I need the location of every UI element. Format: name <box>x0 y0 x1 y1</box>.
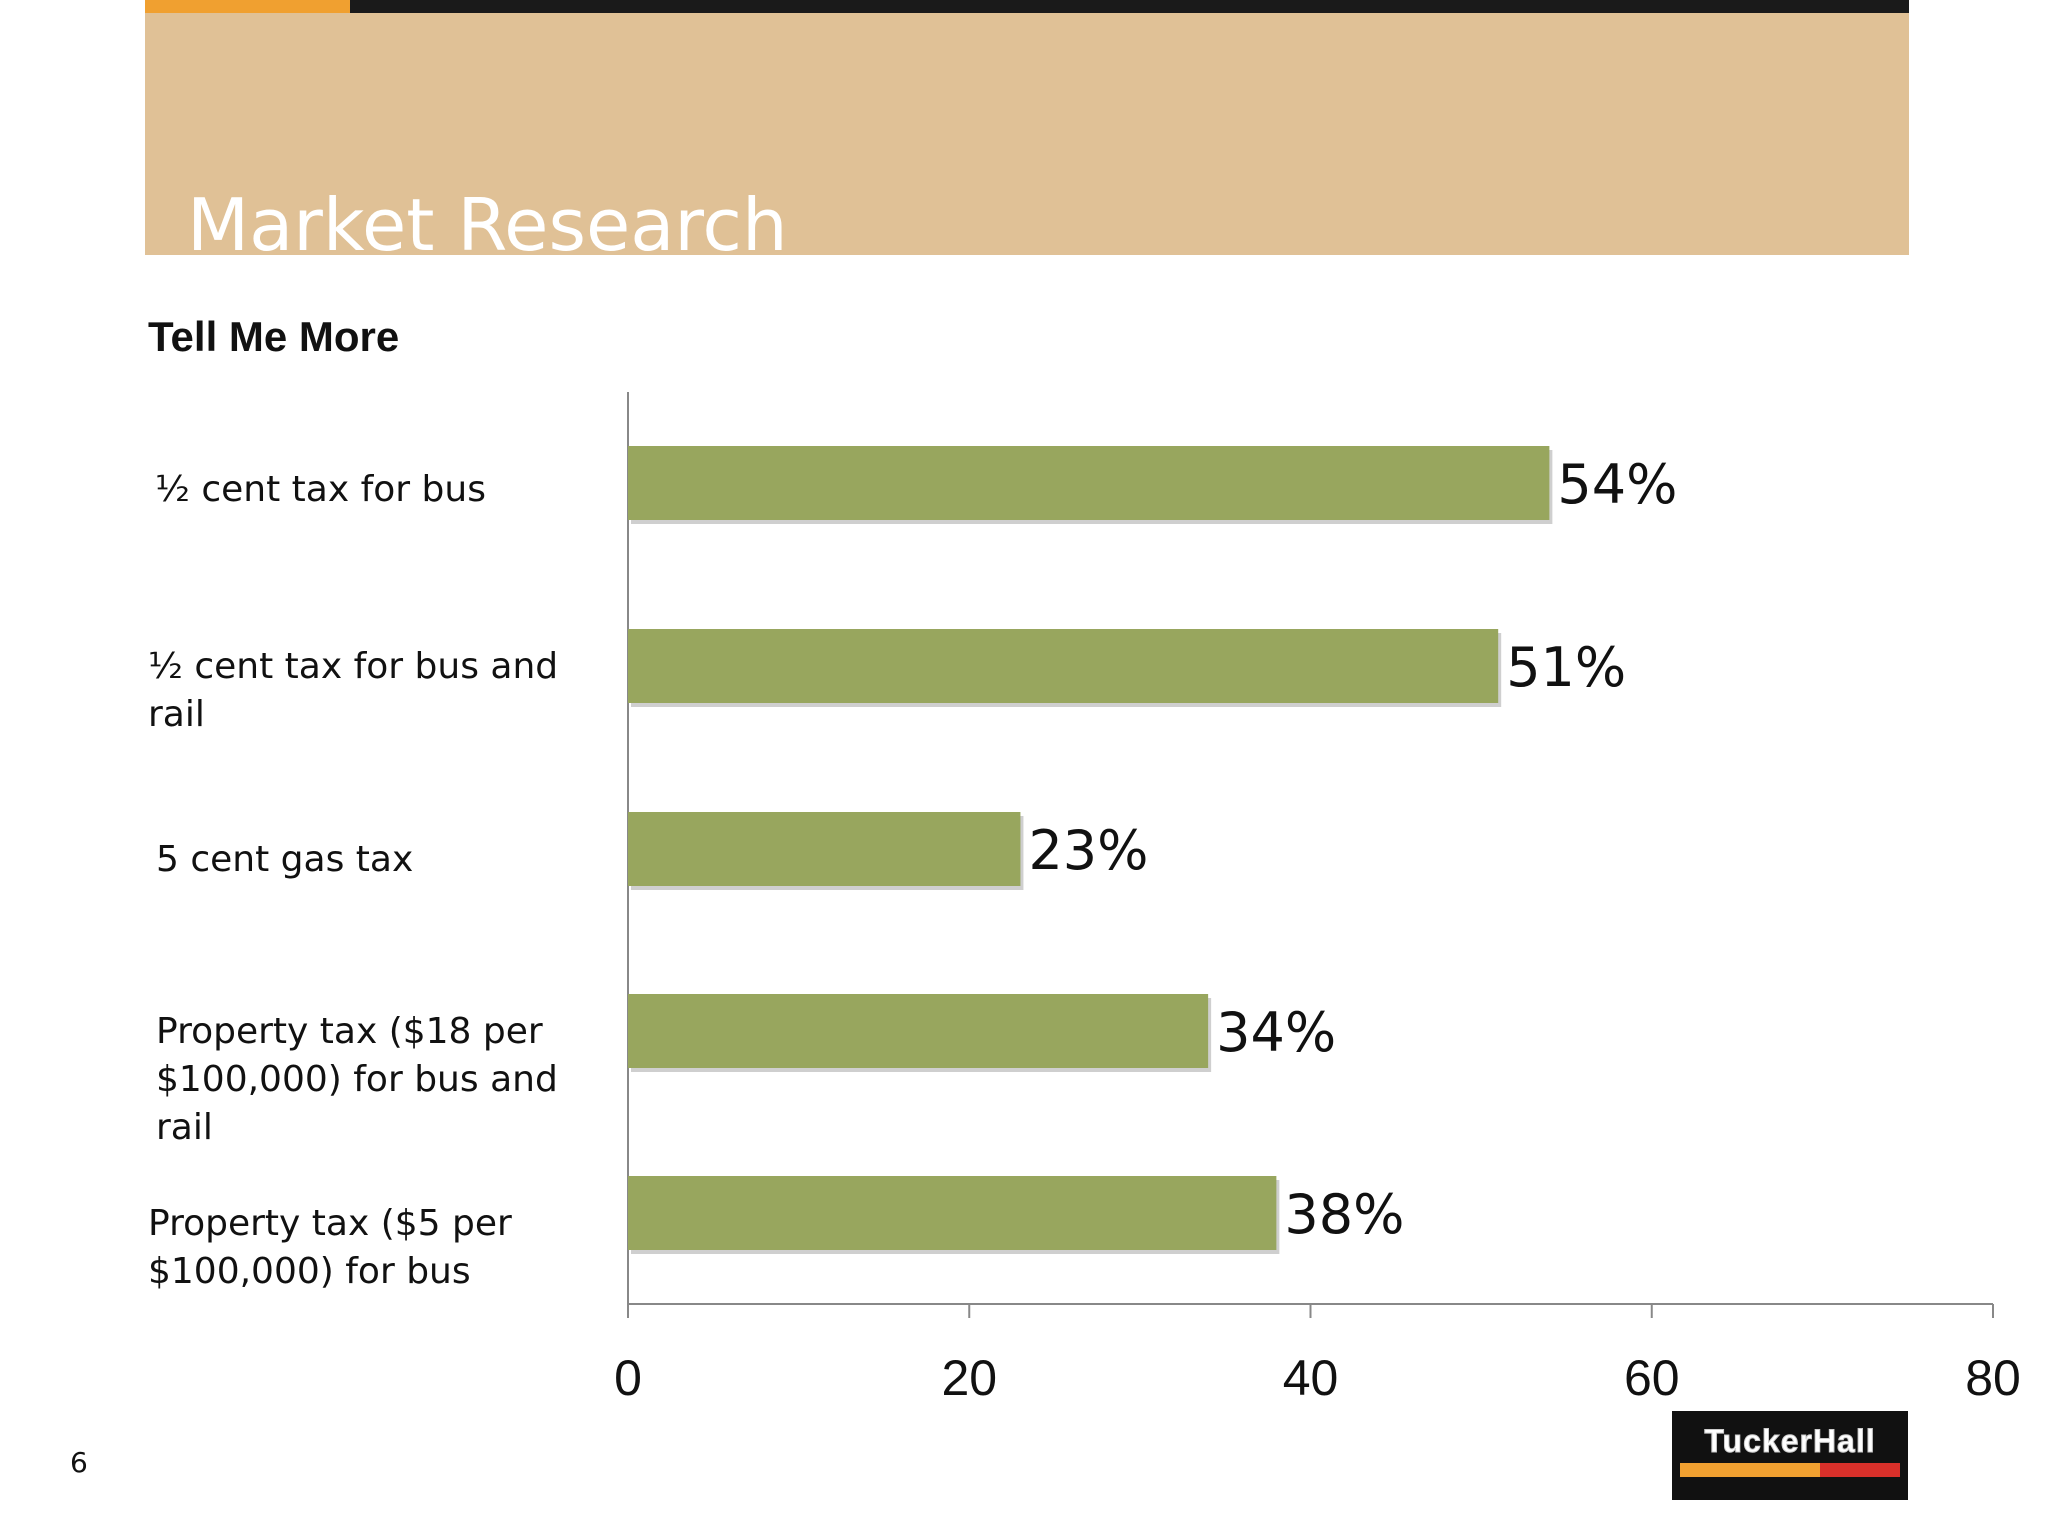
bar <box>628 812 1021 886</box>
x-tick-label: 40 <box>1283 1350 1339 1406</box>
data-label: 54% <box>1557 453 1677 516</box>
page-number: 6 <box>70 1446 88 1479</box>
logo-stripe-red <box>1820 1463 1900 1477</box>
data-label: 38% <box>1284 1183 1404 1246</box>
category-label: Property tax ($5 per $100,000) for bus <box>148 1203 512 1292</box>
data-label: 34% <box>1216 1001 1336 1064</box>
x-tick-label: 20 <box>941 1350 997 1406</box>
x-tick-label: 80 <box>1965 1350 2021 1406</box>
data-label: 51% <box>1506 636 1626 699</box>
category-label: ½ cent tax for bus and rail <box>148 646 559 735</box>
category-label: 5 cent gas tax <box>156 839 414 880</box>
tuckerhall-logo: TuckerHall <box>1672 1411 1908 1500</box>
bar <box>628 629 1499 703</box>
data-label: 23% <box>1028 819 1148 882</box>
x-tick-label: 60 <box>1624 1350 1680 1406</box>
header-accent-bar <box>145 0 350 13</box>
bar <box>628 994 1209 1068</box>
x-tick-label: 0 <box>614 1350 642 1406</box>
category-label: ½ cent tax for bus <box>155 469 486 510</box>
bar <box>628 446 1550 520</box>
header-top-bar <box>145 0 1909 13</box>
slide-title: Market Research <box>187 183 788 267</box>
slide-subtitle: Tell Me More <box>148 313 400 360</box>
header-band <box>145 0 1909 255</box>
bar <box>628 1176 1277 1250</box>
logo-text: TuckerHall <box>1704 1423 1876 1460</box>
logo-stripe-orange <box>1680 1463 1820 1477</box>
category-label: Property tax ($18 per $100,000) for bus … <box>156 1011 558 1148</box>
